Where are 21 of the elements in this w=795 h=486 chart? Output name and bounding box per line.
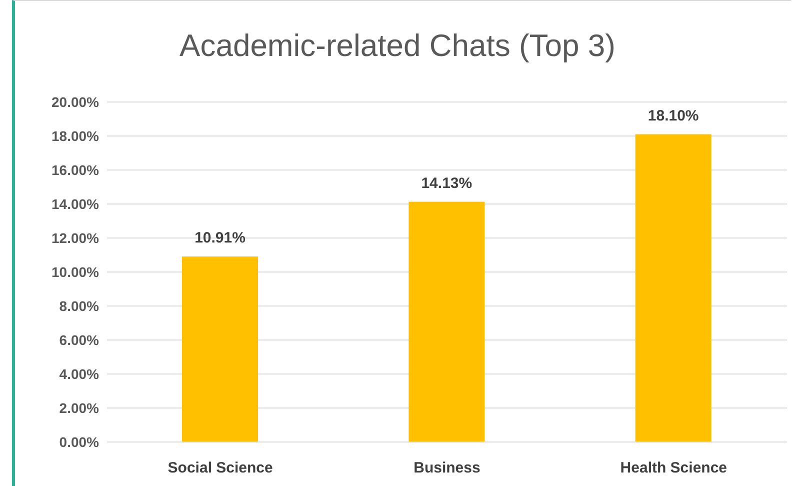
data-label: 18.10% [648,107,699,124]
bar [635,134,712,442]
y-tick-label: 20.00% [52,94,100,110]
y-tick-label: 10.00% [52,264,100,280]
data-label: 14.13% [421,174,472,192]
data-label: 10.91% [194,230,246,247]
x-tick-label: Health Science [620,460,728,477]
y-tick-label: 0.00% [59,434,100,450]
y-tick-label: 2.00% [59,400,100,416]
bar [408,202,485,442]
y-tick-label: 8.00% [59,298,100,314]
x-tick-label: Business [414,460,480,477]
y-tick-label: 4.00% [59,366,100,382]
y-tick-label: 18.00% [52,128,100,144]
x-tick-label: Social Science [168,460,273,477]
chart-title: Academic-related Chats (Top 3) [178,28,616,64]
y-tick-label: 12.00% [52,230,100,246]
bar [182,256,258,442]
y-tick-label: 6.00% [59,332,100,348]
y-tick-label: 14.00% [52,196,100,212]
y-tick-label: 16.00% [52,162,100,178]
